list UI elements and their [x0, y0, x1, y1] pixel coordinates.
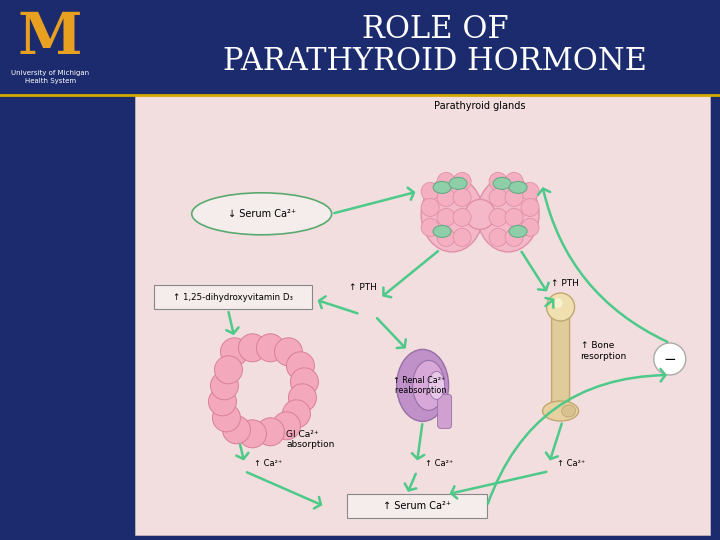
Circle shape: [546, 293, 575, 321]
Circle shape: [453, 228, 471, 246]
Circle shape: [437, 172, 455, 191]
Circle shape: [256, 418, 284, 446]
Circle shape: [220, 338, 248, 366]
Circle shape: [489, 172, 507, 191]
Text: ↑ Renal Ca²⁺
  reabsorption: ↑ Renal Ca²⁺ reabsorption: [390, 376, 447, 395]
Ellipse shape: [433, 225, 451, 238]
Circle shape: [287, 352, 315, 380]
FancyBboxPatch shape: [438, 394, 451, 428]
Ellipse shape: [509, 181, 527, 193]
Circle shape: [256, 334, 284, 362]
Text: ↑ Serum Ca²⁺: ↑ Serum Ca²⁺: [383, 502, 451, 511]
Circle shape: [282, 400, 310, 428]
Ellipse shape: [413, 360, 445, 410]
Circle shape: [453, 172, 471, 191]
Text: University of Michigan
Health System: University of Michigan Health System: [12, 70, 89, 84]
Circle shape: [521, 198, 539, 217]
Circle shape: [453, 188, 471, 206]
Circle shape: [654, 343, 685, 375]
Circle shape: [437, 208, 455, 226]
Ellipse shape: [433, 181, 451, 193]
Circle shape: [209, 388, 236, 416]
Bar: [347, 495, 487, 518]
Circle shape: [521, 218, 539, 237]
Circle shape: [421, 218, 439, 237]
Ellipse shape: [509, 225, 527, 238]
Circle shape: [421, 183, 439, 200]
Circle shape: [421, 198, 439, 217]
Text: ↑ Bone
resorption: ↑ Bone resorption: [580, 341, 627, 361]
Text: ↑ Ca²⁺: ↑ Ca²⁺: [254, 458, 283, 468]
Circle shape: [274, 338, 302, 366]
Text: Parathyroid glands: Parathyroid glands: [434, 101, 526, 111]
Text: −: −: [663, 353, 676, 368]
Bar: [135, 95, 710, 535]
Ellipse shape: [465, 199, 495, 230]
Text: ROLE OF: ROLE OF: [362, 15, 508, 45]
Ellipse shape: [421, 177, 483, 252]
Circle shape: [212, 404, 240, 432]
Circle shape: [489, 208, 507, 226]
Circle shape: [215, 356, 243, 384]
Circle shape: [290, 368, 318, 396]
Ellipse shape: [493, 178, 511, 190]
Circle shape: [289, 384, 316, 412]
Text: ↑ PTH: ↑ PTH: [349, 283, 377, 292]
Circle shape: [238, 334, 266, 362]
Ellipse shape: [192, 193, 332, 235]
Circle shape: [505, 188, 523, 206]
Circle shape: [222, 416, 251, 444]
Ellipse shape: [477, 177, 539, 252]
Text: ↑ Ca²⁺: ↑ Ca²⁺: [557, 458, 585, 468]
Text: GI Ca²⁺
absorption: GI Ca²⁺ absorption: [287, 430, 335, 449]
Circle shape: [238, 420, 266, 448]
Circle shape: [489, 188, 507, 206]
Circle shape: [453, 208, 471, 226]
Ellipse shape: [562, 405, 575, 417]
Circle shape: [521, 183, 539, 200]
Circle shape: [505, 208, 523, 226]
Ellipse shape: [397, 349, 449, 421]
Circle shape: [437, 228, 455, 246]
Bar: [0, 0, 720, 94]
Circle shape: [489, 228, 507, 246]
Bar: [154, 286, 312, 309]
Circle shape: [505, 228, 523, 246]
Circle shape: [505, 172, 523, 191]
FancyBboxPatch shape: [552, 305, 570, 413]
Ellipse shape: [543, 401, 579, 421]
Circle shape: [210, 372, 238, 400]
Circle shape: [272, 412, 300, 440]
Ellipse shape: [449, 178, 467, 190]
Ellipse shape: [428, 372, 445, 400]
Text: ↑ PTH: ↑ PTH: [552, 279, 579, 288]
Circle shape: [552, 298, 562, 308]
Text: ↑ Ca²⁺: ↑ Ca²⁺: [425, 458, 454, 468]
Text: ↑ 1,25-dihydroxyvitamin D₃: ↑ 1,25-dihydroxyvitamin D₃: [173, 293, 293, 302]
Text: PARATHYROID HORMONE: PARATHYROID HORMONE: [223, 46, 647, 78]
Text: M: M: [18, 10, 83, 66]
Text: ↓ Serum Ca²⁺: ↓ Serum Ca²⁺: [228, 209, 296, 219]
Circle shape: [437, 188, 455, 206]
